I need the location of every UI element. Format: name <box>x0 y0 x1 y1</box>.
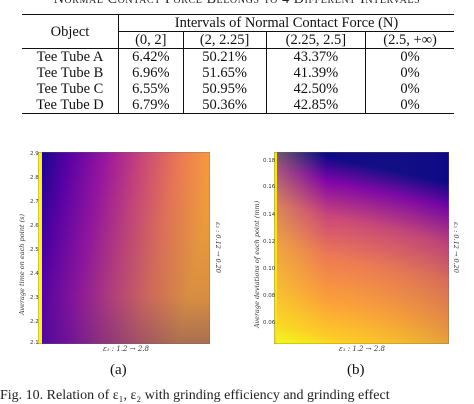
table-row: Tee Tube B 6.96% 51.65% 41.39% 0% <box>22 65 454 81</box>
results-table: Object Intervals of Normal Contact Force… <box>22 14 454 114</box>
y-tick: 2.9 <box>30 151 39 157</box>
table-row: Tee Tube C 6.55% 50.95% 42.50% 0% <box>22 81 454 97</box>
value-cell: 41.39% <box>265 65 366 81</box>
table-row: Tee Tube D 6.79% 50.36% 42.85% 0% <box>22 97 454 114</box>
y-tick: 2.2 <box>30 319 39 325</box>
y-tick: 2.4 <box>30 271 39 277</box>
value-cell: 0% <box>365 65 454 81</box>
value-cell: 51.65% <box>182 65 267 81</box>
value-cell: 50.21% <box>182 48 267 65</box>
figure-b: 0.18 0.16 0.14 0.12 0.10 0.08 0.06 Avera… <box>237 140 474 385</box>
y-tick: 2.6 <box>30 223 39 229</box>
value-cell: 0% <box>365 48 454 65</box>
y-tick: 0.10 <box>263 266 276 272</box>
value-cell: 6.55% <box>118 81 184 97</box>
value-cell: 42.85% <box>265 97 366 114</box>
value-cell: 50.36% <box>182 97 267 114</box>
x-axis-label: ε₁ : 1.2 → 2.8 <box>103 345 149 353</box>
y-tick: 2.3 <box>30 295 39 301</box>
interval-group-header: Intervals of Normal Contact Force (N) <box>118 14 454 32</box>
y-tick: 0.16 <box>263 184 276 190</box>
heatmap-b <box>274 152 449 344</box>
value-cell: 50.95% <box>182 81 267 97</box>
y-tick: 0.06 <box>263 320 276 326</box>
interval-header: (2.25, 2.5] <box>265 31 366 49</box>
value-cell: 42.50% <box>265 81 366 97</box>
object-cell: Tee Tube A <box>22 48 119 65</box>
value-cell: 6.96% <box>118 65 184 81</box>
table-row: Tee Tube A 6.42% 50.21% 43.37% 0% <box>22 48 454 65</box>
value-cell: 0% <box>365 97 454 114</box>
interval-header: (2, 2.25] <box>182 31 267 49</box>
x-axis-label: ε₁ : 1.2 → 2.8 <box>339 345 385 353</box>
interval-header: (0, 2] <box>118 31 184 49</box>
figure-caption: Fig. 10. Relation of ε₁, ε₂ with grindin… <box>0 388 390 403</box>
object-cell: Tee Tube D <box>22 97 119 114</box>
interval-header: (2.5, +∞) <box>365 31 454 49</box>
y-tick: 2.8 <box>30 175 39 181</box>
value-cell: 0% <box>365 81 454 97</box>
y-tick: 2.5 <box>30 247 39 253</box>
figure-a: 2.9 2.8 2.7 2.6 2.5 2.4 2.3 2.2 2.1 Aver… <box>0 140 237 385</box>
y-tick: 0.08 <box>263 293 276 299</box>
subfigure-label-a: (a) <box>110 362 127 378</box>
y-tick: 0.14 <box>263 212 276 218</box>
y-axis-label: Average deviations of each point (mm) <box>253 200 261 328</box>
object-header: Object <box>22 14 119 49</box>
y-tick: 0.18 <box>263 158 276 164</box>
table-caption: Normal Contact Force Belongs to 4 Differ… <box>0 0 474 8</box>
object-cell: Tee Tube B <box>36 65 104 81</box>
y-tick: 0.12 <box>263 239 276 245</box>
heatmap-a <box>38 152 210 344</box>
y-tick: 2.7 <box>30 199 39 205</box>
value-cell: 6.79% <box>118 97 184 114</box>
y-axis-label: Average time on each point (s) <box>18 214 26 315</box>
right-axis-label: ε₂ : 0.12 → 0.20 <box>214 222 222 273</box>
y-tick: 2.1 <box>30 340 39 346</box>
value-cell: 6.42% <box>118 48 184 65</box>
object-cell: Tee Tube C <box>36 81 104 97</box>
subfigure-label-b: (b) <box>347 362 365 378</box>
right-axis-label: ε₂ : 0.12 → 0.20 <box>452 222 460 273</box>
value-cell: 43.37% <box>265 48 366 65</box>
